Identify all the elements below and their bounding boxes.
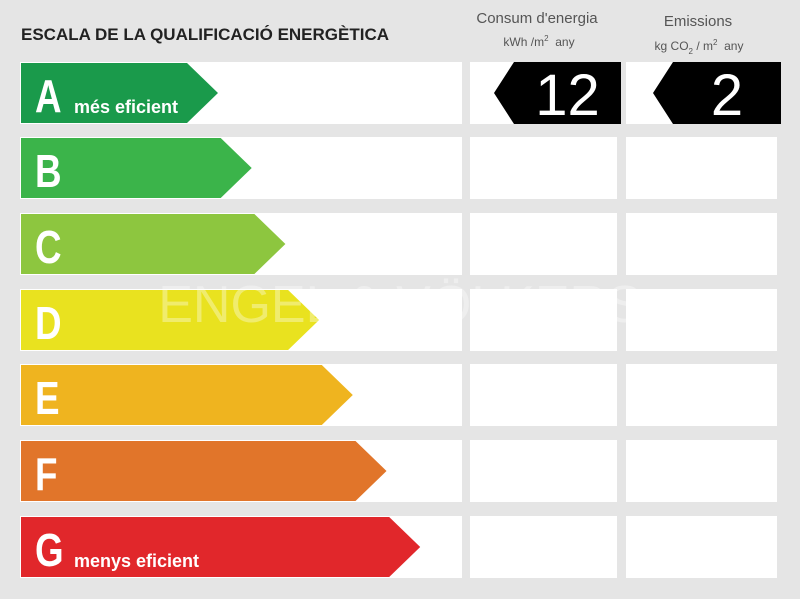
rating-arrow (21, 63, 218, 123)
rating-letter: E (35, 372, 60, 424)
rating-value: 12 (535, 63, 600, 128)
rating-letter: D (35, 297, 62, 349)
rating-letter: B (35, 145, 62, 197)
rating-letter: F (35, 448, 57, 500)
unit-part: 2 (689, 47, 694, 56)
watermark: ENGEL & VÖLKERS (158, 276, 642, 334)
unit-part: 2 (713, 38, 718, 47)
cell (470, 289, 617, 351)
unit-part: any (549, 35, 575, 49)
column-unit: kg CO2 / m2 any (655, 38, 744, 56)
cell (470, 364, 617, 426)
unit-part: kg CO (655, 39, 689, 53)
value-arrow (494, 62, 621, 124)
rating-note: menys eficient (74, 551, 199, 571)
watermark: habitaclia (354, 286, 448, 311)
column-title: Consum d'energia (476, 10, 598, 27)
rating-letter: A (35, 70, 62, 122)
unit-part: kWh /m (503, 35, 544, 49)
rating-letter: C (35, 221, 62, 273)
column-title: Emissions (664, 13, 732, 30)
cell (626, 440, 777, 502)
cell (470, 516, 617, 578)
rating-value: 2 (711, 63, 743, 128)
cell (626, 213, 777, 275)
column-unit: kWh /m2 any (503, 34, 574, 49)
cell (470, 213, 617, 275)
rating-arrow (21, 441, 387, 501)
rating-arrow (21, 214, 286, 274)
cell (626, 516, 777, 578)
cell (626, 289, 777, 351)
unit-part: any (717, 39, 743, 53)
rating-arrow (21, 365, 353, 425)
cell (626, 364, 777, 426)
cell (626, 137, 777, 199)
unit-part: / m (693, 39, 713, 53)
rating-arrow (21, 517, 421, 577)
title: ESCALA DE LA QUALIFICACIÓ ENERGÈTICA (21, 25, 389, 44)
rating-letter: G (35, 524, 64, 576)
unit-part: 2 (544, 34, 549, 43)
rating-note: més eficient (74, 97, 178, 117)
cell (470, 440, 617, 502)
rating-arrow (21, 290, 320, 350)
rating-arrow (21, 138, 252, 198)
cell (470, 137, 617, 199)
value-arrow (653, 62, 781, 124)
